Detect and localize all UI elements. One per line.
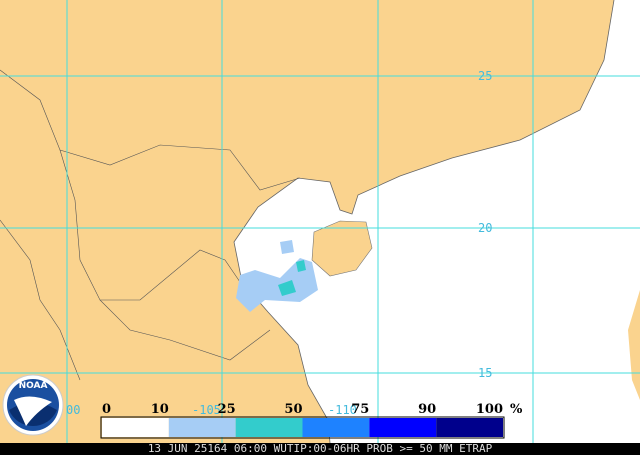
legend-label: 50 (284, 402, 302, 417)
lon-label: -110 (328, 403, 357, 417)
legend-swatch (369, 418, 437, 437)
legend-label: 25 (218, 402, 236, 417)
lat-label: 15 (478, 366, 492, 380)
logo-text: NOAA (19, 381, 48, 391)
legend-unit: % (510, 402, 523, 417)
legend-label: 75 (351, 402, 369, 417)
lat-label: 25 (478, 69, 492, 83)
legend-swatch (168, 418, 236, 437)
legend-swatch (302, 418, 370, 437)
footer: 13 JUN 25164 06:00 WUTIP:00-06HR PROB >=… (148, 442, 493, 455)
lon-label: -105 (192, 403, 221, 417)
lon-label: 00 (66, 403, 80, 417)
legend-label: 10 (151, 402, 169, 417)
sea (234, 0, 640, 443)
legend-label: 100 (476, 402, 503, 417)
precip (236, 240, 318, 312)
legend-swatch (102, 418, 169, 437)
legend-label: 0 (102, 402, 111, 417)
lat-label: 20 (478, 221, 492, 235)
coastline (233, 0, 615, 444)
graticule (0, 0, 640, 443)
noaa-logo: NOAA (2, 374, 64, 436)
legend-swatch (436, 418, 503, 437)
legend (100, 416, 505, 439)
legend-frame (100, 416, 505, 439)
legend-swatch (235, 418, 303, 437)
footer-bar (0, 443, 640, 455)
island (311, 220, 373, 277)
legend-label: 90 (418, 402, 436, 417)
